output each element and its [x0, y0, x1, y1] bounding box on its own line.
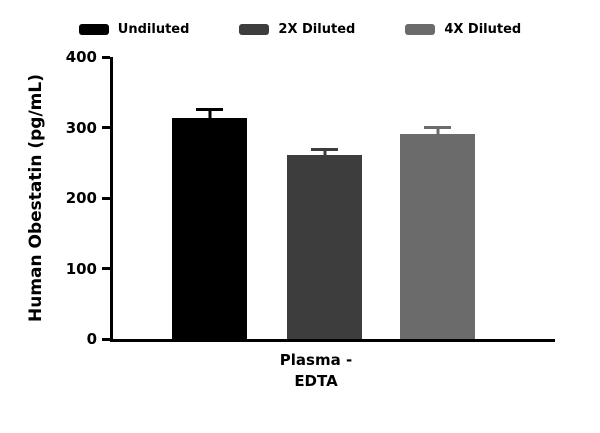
legend-label: 4X Diluted [444, 22, 522, 37]
y-axis-title: Human Obestatin (pg/mL) [26, 73, 46, 323]
y-tick-mark [102, 196, 110, 200]
legend-label: Undiluted [117, 22, 190, 37]
y-tick-label: 400 [65, 48, 97, 66]
y-tick-mark [102, 267, 110, 270]
error-bar [311, 147, 338, 158]
y-tick-mark [102, 55, 110, 59]
x-axis-label-line1: Plasma - [279, 351, 353, 369]
legend: Undiluted 2X Diluted 4X Diluted [0, 22, 600, 37]
bar-4x-diluted [400, 133, 475, 339]
error-bar-cap [196, 108, 223, 112]
bar-2x-diluted [287, 155, 362, 339]
error-bar-cap [311, 147, 338, 151]
error-bar-line [436, 125, 439, 137]
error-bar-line [323, 147, 326, 158]
legend-item: 4X Diluted [405, 22, 521, 37]
y-tick-label: 100 [65, 259, 97, 278]
y-tick-label: 0 [86, 330, 97, 348]
error-bar [424, 125, 451, 137]
y-tick-label: 300 [65, 118, 97, 137]
y-tick-mark [102, 337, 110, 341]
legend-swatch [239, 24, 270, 35]
error-bar-cap [424, 125, 451, 129]
x-axis-label: Plasma - EDTA [110, 350, 522, 392]
legend-item: Undiluted [78, 22, 190, 37]
y-tick-label: 200 [65, 189, 97, 207]
bar-undiluted [172, 118, 247, 339]
legend-label: 2X Diluted [278, 22, 356, 37]
y-tick-mark [102, 126, 110, 129]
error-bar [196, 108, 223, 122]
plot-area: 0 100 200 300 400 [66, 48, 555, 348]
legend-item: 2X Diluted [239, 22, 355, 37]
legend-swatch [78, 24, 109, 35]
legend-swatch [405, 24, 436, 35]
error-bar-line [208, 108, 211, 122]
x-axis-label-line2: EDTA [294, 372, 338, 390]
